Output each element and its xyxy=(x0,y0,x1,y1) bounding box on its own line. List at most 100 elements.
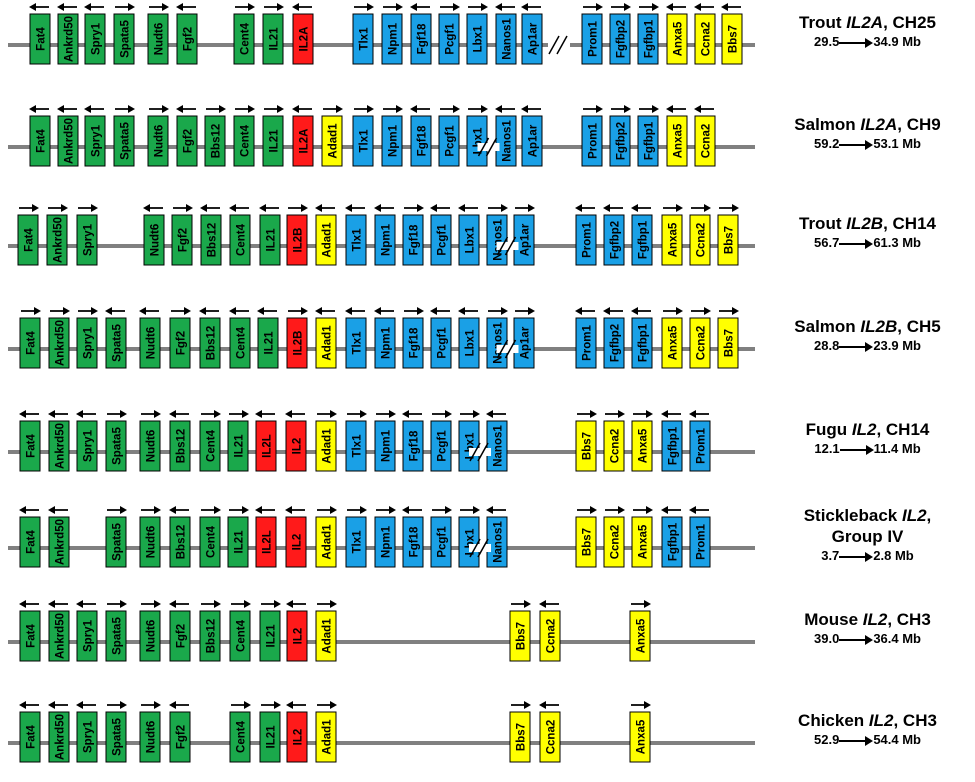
gene: Nudt6 xyxy=(143,204,165,266)
gene-box xyxy=(76,711,98,763)
gene-box xyxy=(631,214,653,266)
arrow-head xyxy=(495,3,502,11)
gene-box xyxy=(229,317,251,369)
arrow-head xyxy=(590,506,597,514)
arrow-head xyxy=(644,701,651,709)
gene: Fgfbp2 xyxy=(603,307,625,369)
arrow-head xyxy=(285,410,292,418)
gene-label: Fgf18 xyxy=(409,430,421,461)
gene-label: Tlx1 xyxy=(359,27,371,51)
gene: Ccna2 xyxy=(689,204,711,266)
gene: IL2 xyxy=(285,410,307,472)
arrow-head xyxy=(301,307,308,315)
arrow-head xyxy=(521,105,528,113)
gene-box xyxy=(259,610,281,662)
arrow-head xyxy=(274,600,281,608)
gene: Adad1 xyxy=(315,410,337,472)
arrow-head xyxy=(374,204,381,212)
gene: Nanos1 xyxy=(486,506,508,568)
gene: Ccna2 xyxy=(603,410,625,472)
position-range: 28.8 23.9 Mb xyxy=(814,338,921,353)
gene: IL2B xyxy=(286,204,308,266)
range-arrow-icon xyxy=(839,238,874,249)
arrow-head xyxy=(120,410,127,418)
gene-label: Tlx1 xyxy=(352,228,364,252)
arrow-head xyxy=(652,3,659,11)
gene-box xyxy=(19,711,41,763)
gene-label: IL21 xyxy=(266,228,278,252)
gene-label: IL21 xyxy=(269,27,281,51)
gene: Npm1 xyxy=(381,3,403,65)
gene: Nanos1 xyxy=(495,3,517,65)
gene-label: IL21 xyxy=(264,331,276,355)
gene: Prom1 xyxy=(575,204,597,266)
gene-box xyxy=(666,13,688,65)
arrow-head xyxy=(360,410,367,418)
range-arrow-icon xyxy=(839,735,874,746)
gene-box xyxy=(262,115,284,167)
gene-label: Bbs12 xyxy=(206,619,218,654)
gene: Adad1 xyxy=(315,600,337,662)
arrow-head xyxy=(618,410,625,418)
arrow-head xyxy=(199,307,206,315)
gene-box xyxy=(286,610,308,662)
chromosome-row: Fat4 Ankrd50 Spry1 Spata5 Nudt6 Fgf2 Cent4 IL21… xyxy=(8,701,755,763)
gene-box xyxy=(169,516,191,568)
gene-label: Tlx1 xyxy=(359,129,371,153)
arrow-head xyxy=(91,204,98,212)
gene: Bbs12 xyxy=(204,105,226,167)
arrow-head xyxy=(248,105,255,113)
gene-box xyxy=(345,516,367,568)
arrow-head xyxy=(229,307,236,315)
arrow-head xyxy=(704,204,711,212)
gene-box xyxy=(105,317,127,369)
gene-box xyxy=(48,420,70,472)
gene-box xyxy=(176,115,198,167)
gene-box xyxy=(637,115,659,167)
gene-label: Bbs7 xyxy=(724,329,736,357)
arrow-head xyxy=(34,307,41,315)
gene-box xyxy=(285,516,307,568)
gene: IL2A xyxy=(292,105,314,167)
arrow-head xyxy=(336,105,343,113)
gene: Ccna2 xyxy=(603,506,625,568)
gene: Fgfbp2 xyxy=(603,204,625,266)
gene-box xyxy=(603,420,625,472)
gene-box xyxy=(200,214,222,266)
gene-label: Bbs7 xyxy=(582,432,594,460)
arrow-head xyxy=(242,506,249,514)
arrow-head xyxy=(345,204,352,212)
gene: Ankrd50 xyxy=(57,105,79,167)
gene-box xyxy=(76,214,98,266)
gene-box xyxy=(689,420,711,472)
gene-label: Fgf2 xyxy=(178,228,190,252)
gene: Tlx1 xyxy=(345,307,367,369)
gene-label: Adad1 xyxy=(322,325,334,361)
gene-box xyxy=(19,420,41,472)
gene-label: Fgf18 xyxy=(409,224,421,255)
arrow-head xyxy=(596,105,603,113)
gene-label: Fgfbp1 xyxy=(638,220,650,259)
gene: Cent4 xyxy=(233,3,255,65)
arrow-head xyxy=(29,3,36,11)
row-label: Trout IL2B, CH14 56.7 61.3 Mb xyxy=(760,213,975,252)
gene: Fgf2 xyxy=(169,701,191,763)
gene-label: Npm1 xyxy=(388,22,400,55)
position-range: 52.9 54.4 Mb xyxy=(814,732,921,747)
gene: IL21 xyxy=(259,204,281,266)
arrow-head xyxy=(154,410,161,418)
gene-label: Prom1 xyxy=(588,21,600,57)
species-title: Salmon IL2B, CH5 xyxy=(794,317,941,336)
gene: Bbs7 xyxy=(575,410,597,472)
gene: Fgf2 xyxy=(176,3,198,65)
gene-box xyxy=(666,115,688,167)
gene-label: Nudt6 xyxy=(146,327,158,360)
gene: Spry1 xyxy=(76,600,98,662)
gene: IL2 xyxy=(286,600,308,662)
gene: Bbs7 xyxy=(575,506,597,568)
chromosome-row: Fat4 Ankrd50 Spry1 Spata5 Nudt6 Fgf2 Bbs12 Cent… xyxy=(8,105,755,167)
gene-box xyxy=(113,13,135,65)
gene: Pcgf1 xyxy=(430,307,452,369)
arrow-head xyxy=(603,204,610,212)
gene-label: Ankrd50 xyxy=(64,16,76,62)
